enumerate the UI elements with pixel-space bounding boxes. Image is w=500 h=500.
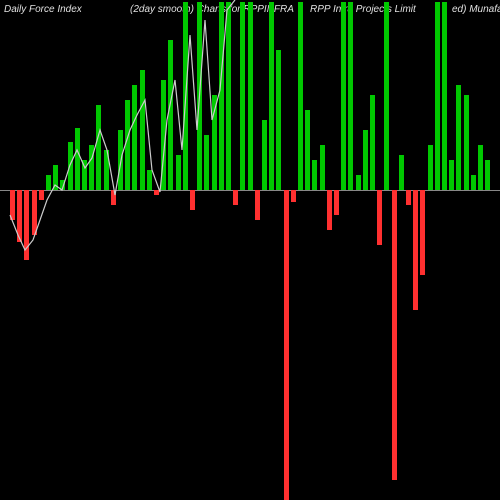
- force-index-chart: [0, 0, 500, 500]
- force-bar: [32, 190, 37, 235]
- force-bar: [456, 85, 461, 190]
- force-bar: [255, 190, 260, 220]
- force-bar: [176, 155, 181, 190]
- force-bar: [140, 70, 145, 190]
- force-bar: [406, 190, 411, 205]
- force-bar: [485, 160, 490, 190]
- force-bar: [125, 100, 130, 190]
- force-bar: [226, 2, 231, 190]
- force-bar: [240, 2, 245, 190]
- force-bar: [399, 155, 404, 190]
- force-bar: [276, 50, 281, 190]
- force-bar: [75, 128, 80, 190]
- force-bar: [46, 175, 51, 190]
- force-bar: [118, 130, 123, 190]
- force-bar: [248, 2, 253, 190]
- force-bar: [284, 190, 289, 500]
- force-bar: [413, 190, 418, 310]
- force-bar: [348, 2, 353, 190]
- force-bar: [356, 175, 361, 190]
- force-bar: [305, 110, 310, 190]
- force-bar: [298, 2, 303, 190]
- force-bar: [370, 95, 375, 190]
- force-bar: [392, 190, 397, 480]
- force-bar: [312, 160, 317, 190]
- force-bar: [233, 190, 238, 205]
- force-bar: [17, 190, 22, 242]
- force-bar: [68, 142, 73, 190]
- force-bar: [363, 130, 368, 190]
- force-bar: [60, 180, 65, 190]
- force-bar: [428, 145, 433, 190]
- force-bar: [183, 2, 188, 190]
- force-bar: [442, 2, 447, 190]
- force-bar: [262, 120, 267, 190]
- force-bar: [204, 135, 209, 190]
- force-bar: [377, 190, 382, 245]
- force-bar: [384, 2, 389, 190]
- force-bar: [327, 190, 332, 230]
- force-bar: [39, 190, 44, 200]
- force-bar: [471, 175, 476, 190]
- force-bar: [212, 95, 217, 190]
- force-bar: [449, 160, 454, 190]
- force-bar: [154, 190, 159, 195]
- force-bar: [478, 145, 483, 190]
- force-bar: [168, 40, 173, 190]
- force-bar: [197, 2, 202, 190]
- force-bar: [82, 160, 87, 190]
- force-bar: [111, 190, 116, 205]
- force-bar: [269, 2, 274, 190]
- force-bar: [420, 190, 425, 275]
- force-bar: [24, 190, 29, 260]
- force-bar: [435, 2, 440, 190]
- force-bar: [96, 105, 101, 190]
- force-bar: [132, 85, 137, 190]
- force-bar: [161, 80, 166, 190]
- force-bar: [10, 190, 15, 220]
- force-bar: [320, 145, 325, 190]
- force-bar: [190, 190, 195, 210]
- force-bar: [147, 170, 152, 190]
- force-bar: [341, 2, 346, 190]
- force-bar: [464, 95, 469, 190]
- force-bar: [104, 150, 109, 190]
- force-bar: [53, 165, 58, 190]
- force-bar: [334, 190, 339, 215]
- force-bar: [291, 190, 296, 202]
- force-bar: [89, 145, 94, 190]
- force-bar: [219, 2, 224, 190]
